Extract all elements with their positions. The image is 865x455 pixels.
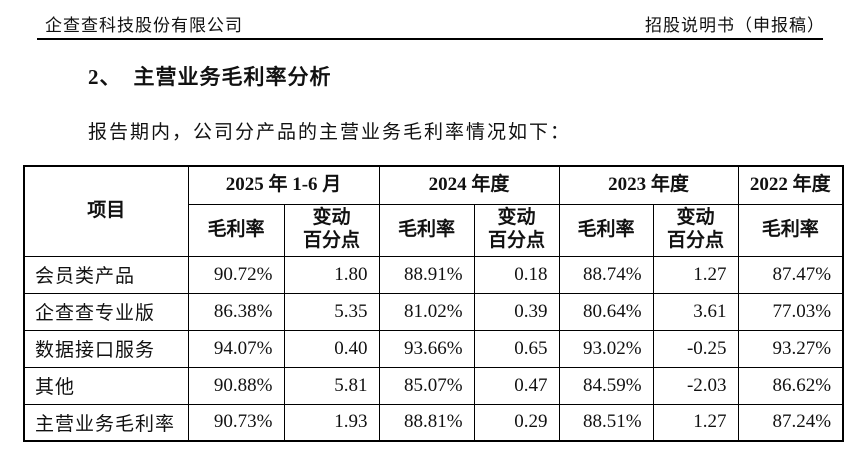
section-title-text: 主营业务毛利率分析 bbox=[133, 65, 332, 89]
value-cell: 80.64% bbox=[558, 292, 654, 331]
table-row: 企查查专业版 86.38% 5.35 81.02% 0.39 80.64% 3.61 77.0… bbox=[23, 292, 844, 331]
value-cell: 1.27 bbox=[652, 255, 739, 294]
value-cell: -0.25 bbox=[652, 329, 739, 368]
value-cell: 88.51% bbox=[558, 403, 654, 442]
value-cell: 5.81 bbox=[283, 366, 380, 405]
value-cell: 0.65 bbox=[473, 329, 560, 368]
gross-margin-table: 项目 2025 年 1-6 月 2024 年度 2023 年度 2022 年度 … bbox=[23, 165, 845, 442]
value-cell: 86.38% bbox=[187, 292, 285, 331]
table-row: 主营业务毛利率 90.73% 1.93 88.81% 0.29 88.51% 1.27 87.… bbox=[23, 403, 844, 442]
value-cell: 88.74% bbox=[558, 255, 654, 294]
table-header-row-metrics: 毛利率 变动 百分点 毛利率 变动 百分点 毛利率 变动 百分点 毛利率 bbox=[24, 203, 844, 257]
row-label: 会员类产品 bbox=[23, 255, 189, 294]
value-cell: -2.03 bbox=[652, 366, 739, 405]
page-header-doc-title: 招股说明书（申报稿） bbox=[645, 16, 825, 35]
value-cell: 90.88% bbox=[187, 366, 285, 405]
header-2025-change: 变动 百分点 bbox=[283, 203, 380, 257]
table-header-row-periods: 项目 2025 年 1-6 月 2024 年度 2023 年度 2022 年度 bbox=[23, 165, 844, 257]
value-cell: 87.24% bbox=[737, 403, 844, 442]
value-cell: 1.93 bbox=[283, 403, 380, 442]
table-body: 会员类产品 90.72% 1.80 88.91% 0.18 88.74% 1.27 87.47… bbox=[23, 255, 844, 442]
value-cell: 0.18 bbox=[473, 255, 560, 294]
value-cell: 85.07% bbox=[378, 366, 475, 405]
header-period-2025: 2025 年 1-6 月 bbox=[187, 165, 380, 205]
value-cell: 0.40 bbox=[283, 329, 380, 368]
header-2024-margin: 毛利率 bbox=[378, 203, 475, 257]
value-cell: 3.61 bbox=[652, 292, 739, 331]
value-cell: 0.39 bbox=[473, 292, 560, 331]
value-cell: 90.73% bbox=[187, 403, 285, 442]
header-2024-change: 变动 百分点 bbox=[473, 203, 560, 257]
value-cell: 0.29 bbox=[473, 403, 560, 442]
table-row: 其他 90.88% 5.81 85.07% 0.47 84.59% -2.03 86.62% bbox=[23, 366, 844, 405]
header-item: 项目 bbox=[23, 165, 189, 257]
header-2025-margin: 毛利率 bbox=[187, 203, 285, 257]
value-cell: 0.47 bbox=[473, 366, 560, 405]
row-label: 企查查专业版 bbox=[23, 292, 189, 331]
header-divider-line bbox=[37, 38, 823, 40]
intro-paragraph: 报告期内，公司分产品的主营业务毛利率情况如下： bbox=[88, 122, 572, 143]
value-cell: 88.81% bbox=[378, 403, 475, 442]
row-label: 其他 bbox=[23, 366, 189, 405]
header-period-2023: 2023 年度 bbox=[558, 165, 739, 205]
header-2023-change: 变动 百分点 bbox=[652, 203, 739, 257]
value-cell: 1.27 bbox=[652, 403, 739, 442]
header-2022-margin: 毛利率 bbox=[737, 203, 844, 257]
value-cell: 81.02% bbox=[378, 292, 475, 331]
value-cell: 94.07% bbox=[187, 329, 285, 368]
value-cell: 87.47% bbox=[737, 255, 844, 294]
table-row: 数据接口服务 94.07% 0.40 93.66% 0.65 93.02% -0.25 93.… bbox=[23, 329, 844, 368]
value-cell: 93.66% bbox=[378, 329, 475, 368]
value-cell: 88.91% bbox=[378, 255, 475, 294]
value-cell: 5.35 bbox=[283, 292, 380, 331]
section-title: 2、 主营业务毛利率分析 bbox=[88, 61, 332, 91]
header-period-2024: 2024 年度 bbox=[378, 165, 560, 205]
value-cell: 93.27% bbox=[737, 329, 844, 368]
row-label: 数据接口服务 bbox=[23, 329, 189, 368]
value-cell: 84.59% bbox=[558, 366, 654, 405]
header-2023-margin: 毛利率 bbox=[558, 203, 654, 257]
section-number: 2、 bbox=[88, 65, 122, 89]
table-row: 会员类产品 90.72% 1.80 88.91% 0.18 88.74% 1.27 87.47… bbox=[23, 255, 844, 294]
value-cell: 90.72% bbox=[187, 255, 285, 294]
value-cell: 93.02% bbox=[558, 329, 654, 368]
page-header-company: 企查查科技股份有限公司 bbox=[45, 16, 243, 35]
value-cell: 77.03% bbox=[737, 292, 844, 331]
value-cell: 1.80 bbox=[283, 255, 380, 294]
row-label: 主营业务毛利率 bbox=[23, 403, 189, 442]
header-period-2022: 2022 年度 bbox=[737, 165, 844, 205]
value-cell: 86.62% bbox=[737, 366, 844, 405]
